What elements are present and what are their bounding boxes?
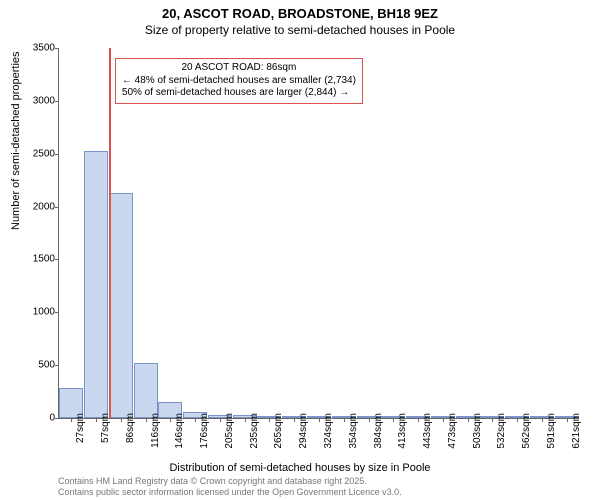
x-tick-mark: [443, 418, 444, 422]
x-tick-label: 503sqm: [472, 413, 483, 449]
chart-title: 20, ASCOT ROAD, BROADSTONE, BH18 9EZ: [0, 0, 600, 23]
x-tick-mark: [71, 418, 72, 422]
x-tick-label: 532sqm: [496, 413, 507, 449]
x-tick-mark: [96, 418, 97, 422]
x-tick-mark: [418, 418, 419, 422]
x-tick-label: 443sqm: [422, 413, 433, 449]
x-tick-label: 176sqm: [199, 413, 210, 449]
y-tick-mark: [55, 312, 59, 313]
y-tick-mark: [55, 418, 59, 419]
x-tick-mark: [344, 418, 345, 422]
x-tick-label: 294sqm: [298, 413, 309, 449]
histogram-bar: [84, 151, 108, 418]
x-tick-mark: [319, 418, 320, 422]
x-tick-mark: [468, 418, 469, 422]
y-tick-label: 0: [21, 413, 55, 424]
x-tick-mark: [170, 418, 171, 422]
x-tick-mark: [517, 418, 518, 422]
plot-region: 050010001500200025003000350027sqm57sqm86…: [58, 48, 579, 419]
x-tick-mark: [542, 418, 543, 422]
x-tick-mark: [195, 418, 196, 422]
x-tick-mark: [220, 418, 221, 422]
y-tick-mark: [55, 259, 59, 260]
x-tick-mark: [269, 418, 270, 422]
x-tick-mark: [492, 418, 493, 422]
y-tick-label: 3500: [21, 43, 55, 54]
footer-line-2: Contains public sector information licen…: [58, 487, 402, 498]
x-tick-label: 324sqm: [323, 413, 334, 449]
annotation-line: 20 ASCOT ROAD: 86sqm: [122, 62, 356, 75]
y-tick-label: 2500: [21, 148, 55, 159]
annotation-box: 20 ASCOT ROAD: 86sqm← 48% of semi-detach…: [115, 58, 363, 104]
chart-container: 20, ASCOT ROAD, BROADSTONE, BH18 9EZ Siz…: [0, 0, 600, 500]
x-tick-mark: [146, 418, 147, 422]
x-tick-label: 384sqm: [373, 413, 384, 449]
x-tick-mark: [245, 418, 246, 422]
footer-attribution: Contains HM Land Registry data © Crown c…: [58, 476, 402, 498]
x-tick-label: 473sqm: [447, 413, 458, 449]
y-tick-mark: [55, 207, 59, 208]
x-tick-mark: [121, 418, 122, 422]
x-tick-label: 413sqm: [397, 413, 408, 449]
x-tick-label: 562sqm: [521, 413, 532, 449]
x-axis-label: Distribution of semi-detached houses by …: [0, 462, 600, 474]
x-tick-mark: [294, 418, 295, 422]
x-tick-mark: [393, 418, 394, 422]
y-tick-mark: [55, 365, 59, 366]
highlight-marker: [109, 48, 111, 418]
x-tick-mark: [567, 418, 568, 422]
y-tick-label: 1000: [21, 307, 55, 318]
y-tick-mark: [55, 48, 59, 49]
footer-line-1: Contains HM Land Registry data © Crown c…: [58, 476, 402, 487]
x-tick-label: 205sqm: [224, 413, 235, 449]
x-tick-label: 116sqm: [150, 413, 161, 448]
chart-area: 050010001500200025003000350027sqm57sqm86…: [58, 48, 578, 418]
annotation-line: ← 48% of semi-detached houses are smalle…: [122, 75, 356, 88]
x-tick-label: 591sqm: [546, 413, 557, 449]
annotation-line: 50% of semi-detached houses are larger (…: [122, 87, 356, 100]
y-tick-mark: [55, 101, 59, 102]
y-tick-mark: [55, 154, 59, 155]
chart-subtitle: Size of property relative to semi-detach…: [0, 23, 600, 41]
x-tick-mark: [369, 418, 370, 422]
y-tick-label: 2000: [21, 201, 55, 212]
y-tick-label: 1500: [21, 254, 55, 265]
x-tick-label: 146sqm: [174, 413, 185, 449]
x-tick-label: 235sqm: [249, 413, 260, 449]
histogram-bar: [134, 363, 158, 418]
x-tick-label: 354sqm: [348, 413, 359, 449]
x-tick-label: 621sqm: [571, 413, 582, 449]
y-tick-label: 500: [21, 360, 55, 371]
histogram-bar: [109, 193, 133, 418]
x-tick-label: 265sqm: [273, 413, 284, 449]
y-tick-label: 3000: [21, 95, 55, 106]
